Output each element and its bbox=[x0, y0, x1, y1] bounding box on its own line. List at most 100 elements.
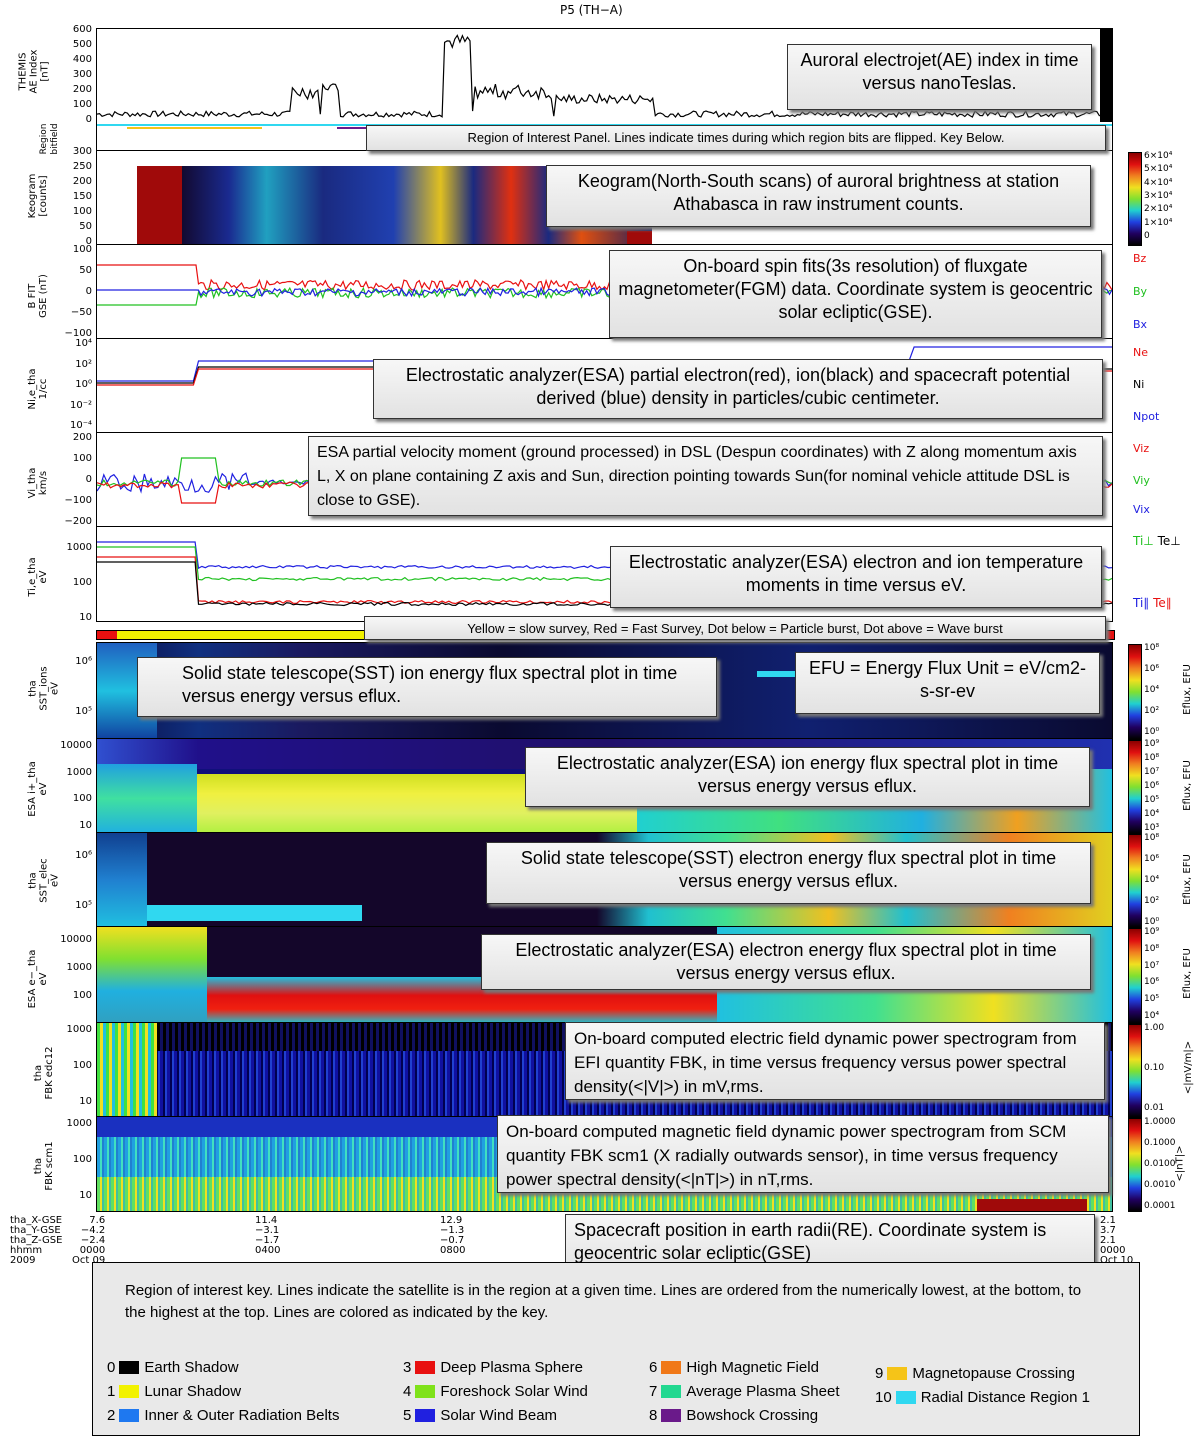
mode-fast bbox=[97, 631, 117, 639]
region-key-item: 1 Lunar Shadow bbox=[107, 1383, 241, 1400]
esa_ion-colorbar-label: 10⁶ bbox=[1144, 781, 1160, 791]
region-key-swatch bbox=[119, 1409, 140, 1422]
orbit-col-2: 12.9 −1.3 −0.7 0800 bbox=[440, 1215, 466, 1256]
fbk_edc-tick: 100 bbox=[72, 1060, 92, 1071]
mode-slow bbox=[117, 631, 377, 639]
fbk_scm-tick: 10 bbox=[79, 1190, 92, 1201]
density-legend-npot: Npot bbox=[1133, 410, 1160, 423]
density-tick: 10⁴ bbox=[75, 338, 92, 349]
region-key-swatch bbox=[661, 1361, 682, 1374]
ae-index-plot bbox=[97, 34, 1112, 118]
sst_ion-colorbar-label: 10⁰ bbox=[1144, 727, 1160, 737]
fgm-legend-by: By bbox=[1133, 285, 1148, 298]
sst-elec-early bbox=[97, 833, 147, 927]
fbk-edc-early bbox=[97, 1023, 157, 1117]
legend-ti-par: Ti∥ bbox=[1133, 596, 1150, 610]
keogram-colorbar-label: 6×10⁴ bbox=[1144, 151, 1173, 161]
region-key-swatch bbox=[415, 1361, 436, 1374]
fbk_scm-colorbar-title: <|nT|> bbox=[1174, 1145, 1186, 1182]
esa-elec-colorbar bbox=[1128, 928, 1142, 1024]
fbk-scm-ylabel: tha FBK scm1 bbox=[33, 1141, 55, 1191]
fbk_edc-colorbar-label: 0.10 bbox=[1144, 1063, 1165, 1073]
region-key-swatch bbox=[887, 1367, 908, 1380]
fbk_scm-colorbar-label: 0.0001 bbox=[1144, 1201, 1176, 1211]
sst_elec-colorbar-label: 10² bbox=[1144, 896, 1160, 906]
sst_elec-colorbar-label: 10⁸ bbox=[1144, 833, 1160, 843]
keogram-tick: 50 bbox=[79, 221, 92, 232]
velocity-tick: 100 bbox=[72, 453, 92, 464]
velocity-legend-viz: Viz bbox=[1133, 442, 1150, 455]
keogram-colorbar-label: 1×10⁴ bbox=[1144, 217, 1173, 228]
fbk_edc-colorbar-label: 1.00 bbox=[1144, 1023, 1165, 1033]
esa-ion-ylabel: ESA i+_tha eV bbox=[27, 761, 49, 817]
region-key-label: Earth Shadow bbox=[144, 1359, 239, 1376]
density-ylabel: Ni,e_tha 1/cc bbox=[27, 368, 49, 410]
velocity-legend-vix: Vix bbox=[1133, 503, 1150, 516]
keogram-gap-block bbox=[137, 166, 182, 245]
temperature-ylabel: Ti,e_tha eV bbox=[27, 557, 49, 597]
sst_ion-colorbar-label: 10⁶ bbox=[1144, 664, 1160, 674]
region-key-box: Region of interest key. Lines indicate t… bbox=[92, 1262, 1140, 1436]
temperature-legend-par: Ti∥ Te∥ bbox=[1133, 596, 1172, 610]
temperature-legend-perp: Ti⊥ Te⊥ bbox=[1133, 534, 1181, 548]
callout-roi: Region of Interest Panel. Lines indicate… bbox=[366, 125, 1106, 151]
fbk_scm-tick: 100 bbox=[72, 1154, 92, 1165]
velocity-tick: −200 bbox=[64, 516, 92, 527]
region-key-label: Solar Wind Beam bbox=[440, 1407, 558, 1424]
keogram-tick: 300 bbox=[72, 146, 92, 157]
esa_elec-tick: 1000 bbox=[66, 962, 92, 973]
ae-tick: 0 bbox=[85, 114, 92, 125]
fbk-scm-colorbar bbox=[1128, 1118, 1142, 1212]
orbit-col-1: 11.4 −3.1 −1.7 0400 bbox=[255, 1215, 281, 1256]
fbk_scm-colorbar-label: 0.0010 bbox=[1144, 1180, 1176, 1190]
callout-fbk-edc: On-board computed electric field dynamic… bbox=[565, 1022, 1105, 1100]
region-key-label: Lunar Shadow bbox=[144, 1383, 242, 1400]
legend-te-perp: Te⊥ bbox=[1157, 534, 1181, 548]
roi-line-magnetopause bbox=[127, 127, 262, 129]
roi-line-bowshock bbox=[337, 127, 367, 129]
fbk_scm-tick: 1000 bbox=[66, 1118, 92, 1129]
sst_elec-tick: 10⁵ bbox=[75, 900, 92, 911]
sst-ion-streak bbox=[757, 671, 797, 677]
callout-mode: Yellow = slow survey, Red = Fast Survey,… bbox=[364, 616, 1106, 640]
density-legend-ne: Ne bbox=[1133, 346, 1148, 359]
temperature-tick: 100 bbox=[72, 577, 92, 588]
ae-tick: 300 bbox=[72, 69, 92, 80]
ae-tick: 500 bbox=[72, 39, 92, 50]
keogram-colorbar-label: 4×10⁴ bbox=[1144, 177, 1173, 188]
fgm-tick: −100 bbox=[64, 328, 92, 339]
region-key-item: 5 Solar Wind Beam bbox=[403, 1407, 557, 1424]
region-key-number: 4 bbox=[403, 1383, 412, 1400]
keogram-tick: 250 bbox=[72, 161, 92, 172]
region-key-item: 4 Foreshock Solar Wind bbox=[403, 1383, 588, 1400]
esa_elec-colorbar-title: Eflux, EFU bbox=[1181, 948, 1193, 999]
keogram-gap-end bbox=[627, 231, 652, 245]
region-key-swatch bbox=[119, 1385, 140, 1398]
region-key-number: 7 bbox=[649, 1383, 658, 1400]
ae-trace bbox=[97, 34, 1112, 118]
fbk_scm-colorbar-label: 0.1000 bbox=[1144, 1138, 1176, 1148]
region-key-swatch bbox=[415, 1409, 436, 1422]
sst_elec-colorbar-label: 10⁰ bbox=[1144, 917, 1160, 927]
callout-fbk-scm: On-board computed magnetic field dynamic… bbox=[497, 1115, 1109, 1193]
esa_ion-tick: 10000 bbox=[60, 740, 92, 751]
ae-data-gap bbox=[1100, 29, 1112, 123]
ae-tick: 600 bbox=[72, 24, 92, 35]
region-key-swatch bbox=[661, 1385, 682, 1398]
fbk_edc-colorbar-label: 0.01 bbox=[1144, 1103, 1165, 1113]
esa_elec-colorbar-label: 10⁶ bbox=[1144, 977, 1160, 988]
region-key-label: Bowshock Crossing bbox=[686, 1407, 819, 1424]
velocity-tick: −100 bbox=[64, 495, 92, 506]
esa_ion-tick: 100 bbox=[72, 793, 92, 805]
legend-te-par: Te∥ bbox=[1153, 596, 1172, 610]
fbk_edc-tick: 10 bbox=[79, 1096, 92, 1107]
esa_elec-colorbar-label: 10⁹ bbox=[1144, 927, 1160, 937]
velocity-ylabel: Vi_tha km/s bbox=[27, 467, 49, 499]
ae-tick: 400 bbox=[72, 54, 92, 65]
region-key-swatch bbox=[895, 1391, 916, 1404]
esa-ion-colorbar bbox=[1128, 740, 1142, 834]
mode-fast-end bbox=[1106, 631, 1114, 639]
velocity-tick: 200 bbox=[72, 432, 92, 443]
sst_ion-colorbar-title: Eflux, EFU bbox=[1181, 664, 1193, 715]
esa_elec-colorbar-label: 10⁵ bbox=[1144, 994, 1160, 1005]
